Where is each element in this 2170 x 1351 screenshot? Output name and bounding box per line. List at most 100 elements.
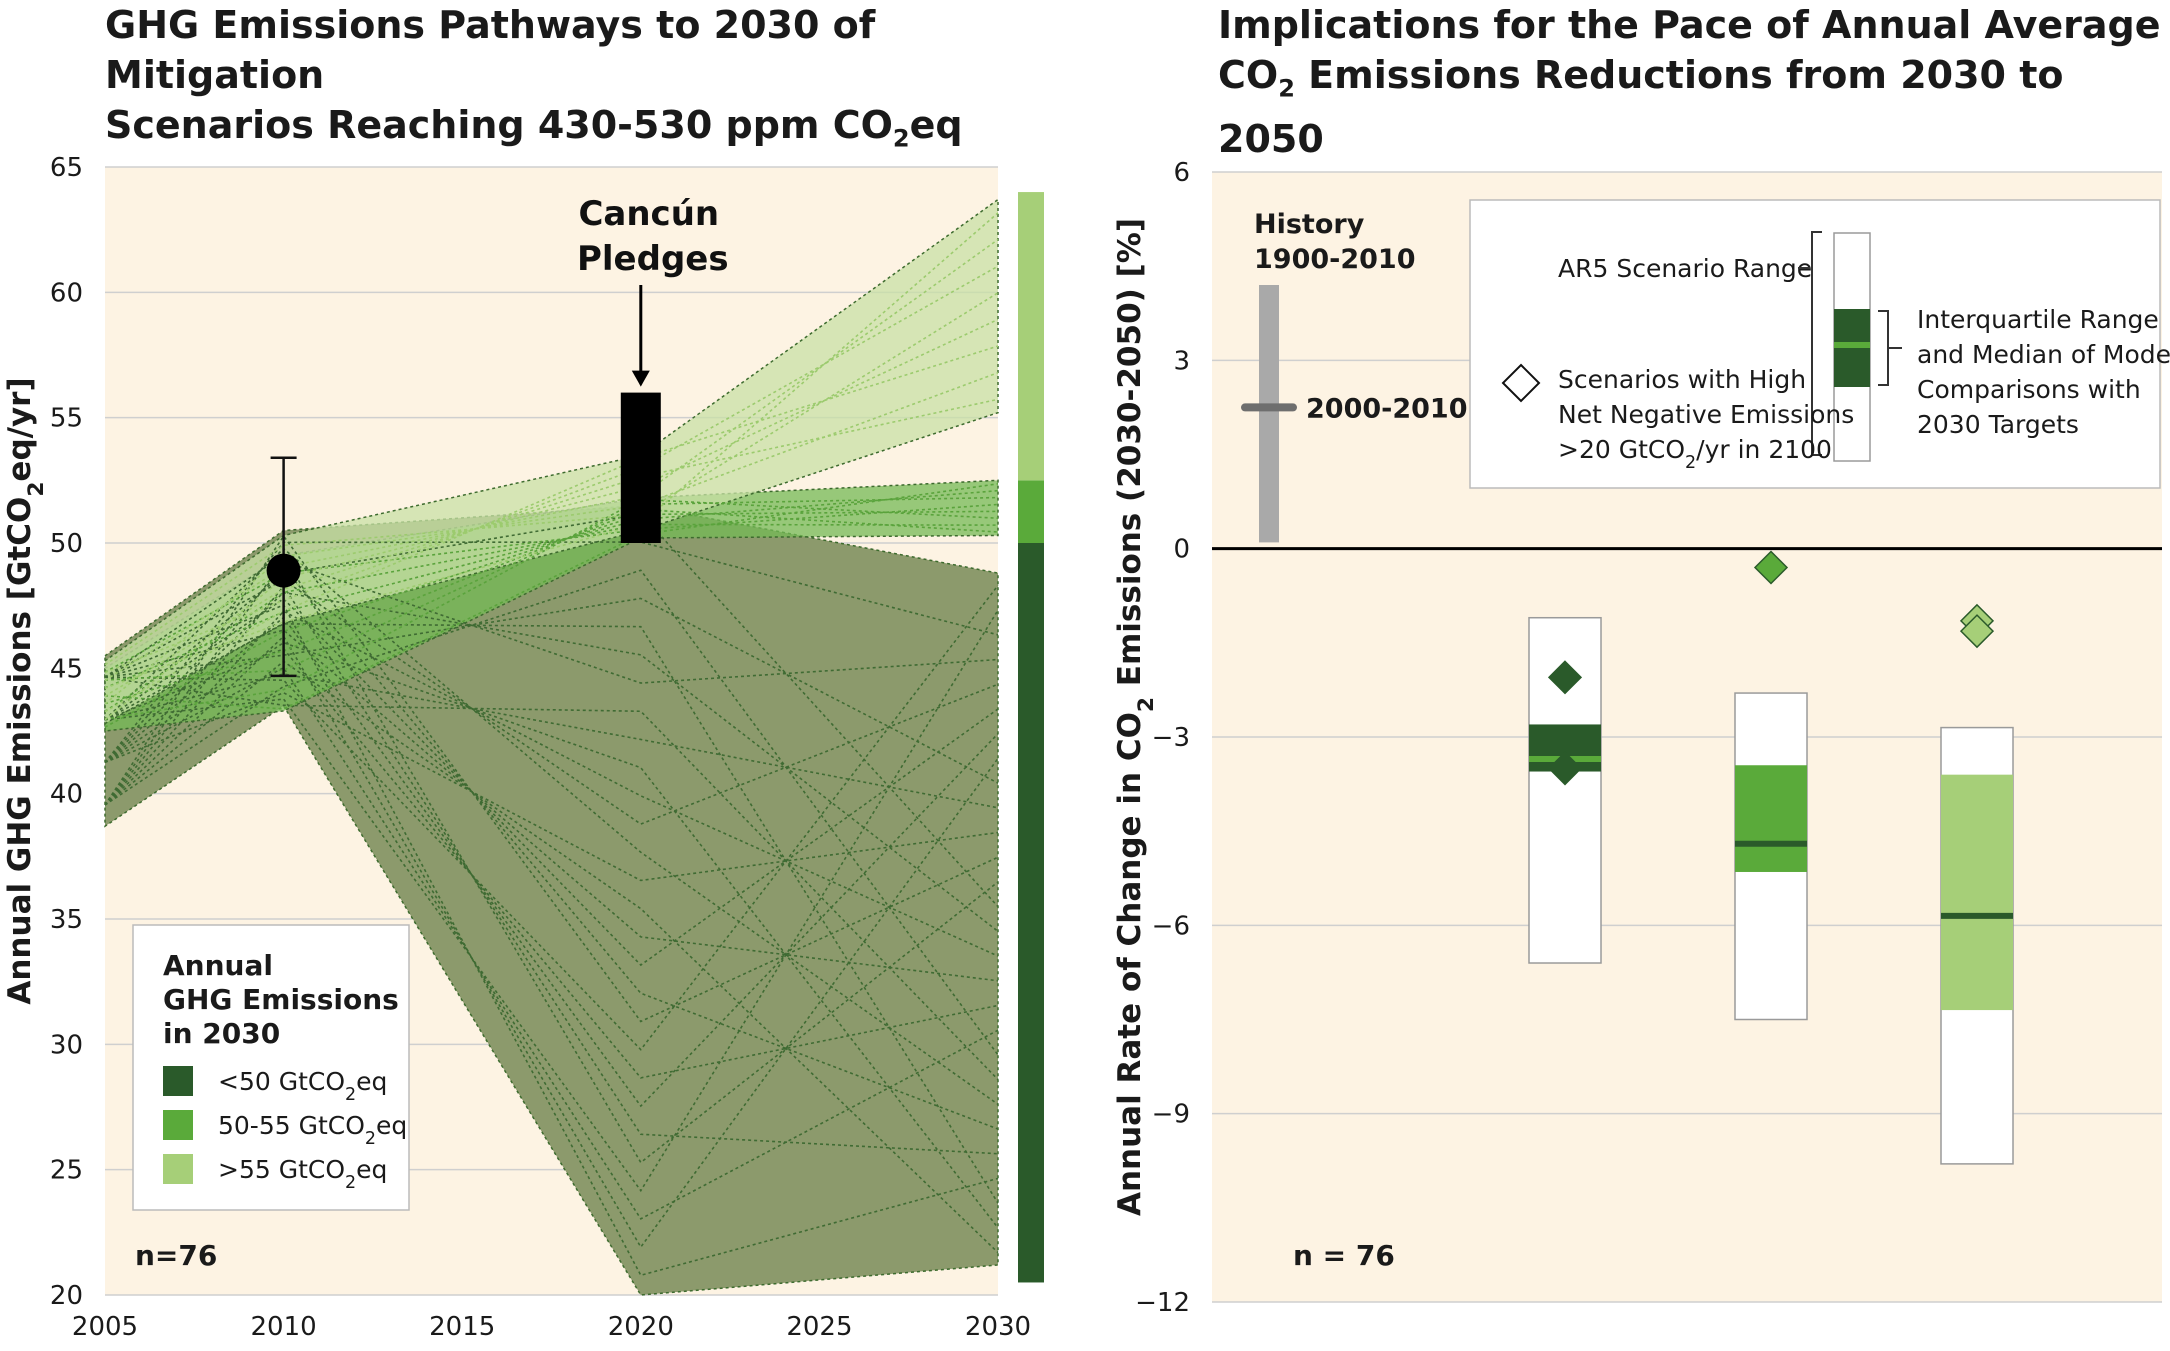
right-y-tick-label: 3: [1173, 346, 1190, 376]
left-y-tick-label: 60: [50, 278, 83, 308]
right-y-tick-label: −3: [1152, 723, 1190, 753]
net-negative-diamond: [1547, 660, 1583, 695]
side-bar-segment-2: [1018, 192, 1044, 481]
right-y-tick-label: −9: [1152, 1100, 1190, 1130]
pledges-arrow-head: [631, 370, 650, 387]
right-n-annotation: n = 76: [1293, 1239, 1395, 1272]
interquartile-box-1: [1735, 765, 1807, 872]
scenario-line: [104, 398, 999, 697]
scenario-line: [104, 673, 999, 809]
left-y-axis-label: Annual GHG Emissions [GtCO2eq/yr]: [2, 377, 49, 1004]
scenario-line: [104, 604, 999, 1277]
left-x-tick-label: 2010: [251, 1312, 317, 1342]
net-negative-diamond: [1959, 614, 1995, 649]
side-bar-segment-0: [1018, 543, 1044, 1283]
legend-label-1: 50-55 GtCO2eq: [218, 1111, 407, 1149]
right-y-tick-label: −6: [1152, 911, 1190, 941]
left-y-tick-label: 30: [50, 1030, 83, 1060]
scenario-line: [104, 569, 999, 1056]
net-negative-diamond: [1547, 751, 1583, 786]
scenario-line: [104, 489, 999, 689]
right-y-tick-label: 0: [1173, 535, 1190, 565]
scenario-line: [104, 534, 999, 1023]
scenario-line: [104, 660, 999, 1254]
right-y-tick-label: 6: [1173, 158, 1190, 188]
legend-iqr-label-line-4: 2030 Targets: [1917, 410, 2079, 439]
scenario-line: [104, 318, 999, 721]
left-x-tick-label: 2030: [965, 1312, 1031, 1342]
legend-swatch-0: [163, 1066, 193, 1096]
legend-title-line-2: GHG Emissions: [163, 983, 399, 1016]
left-y-tick-label: 40: [50, 780, 83, 810]
right-legend-box: [1469, 199, 2161, 489]
right-y-tick-label: −12: [1135, 1288, 1190, 1318]
legend-title-line-3: in 2030: [163, 1017, 280, 1050]
interquartile-box-2: [1941, 774, 2013, 1011]
scenario-line: [104, 503, 999, 673]
history-marker-label: 2000-2010: [1306, 393, 1468, 424]
legend-label-2: >55 GtCO2eq: [218, 1155, 387, 1193]
scenario-line: [104, 482, 999, 710]
legend-iqr-label-line-2: and Median of Model: [1917, 340, 2170, 369]
right-title-line-2: CO2 Emissions Reductions from 2030 to 20…: [1218, 53, 2064, 161]
legend-range-bracket: [1811, 231, 1822, 456]
scenario-line: [104, 547, 999, 1105]
left-y-tick-label: 25: [50, 1156, 83, 1186]
left-y-tick-label: 65: [50, 153, 83, 183]
left-x-tick-label: 2025: [786, 1312, 852, 1342]
scenario-line: [104, 616, 999, 1108]
scenario-line: [104, 641, 999, 1229]
scenario-line: [104, 512, 999, 908]
legend-diamond-label-line-1: Scenarios with High: [1558, 365, 1806, 394]
left-y-tick-label: 45: [50, 654, 83, 684]
left-y-tick-label: 55: [50, 404, 83, 434]
scenario-line: [104, 597, 999, 784]
left-y-tick-label: 50: [50, 529, 83, 559]
scenario-line: [104, 609, 999, 1193]
right-y-axis-label: Annual Rate of Change in CO2 Emissions (…: [1112, 218, 1159, 1216]
legend-swatch-1: [163, 1110, 193, 1140]
scenario-line: [104, 371, 999, 705]
left-y-tick-label: 20: [50, 1281, 83, 1311]
scenario-line: [104, 635, 999, 1249]
legend-swatch-2: [163, 1154, 193, 1184]
pledges-label-line-1: Cancún: [578, 194, 719, 234]
observed-2010-marker: [266, 553, 301, 588]
scenario-line: [104, 508, 999, 705]
legend-diamond-label-line-3: >20 GtCO2/yr in 2100: [1558, 435, 1832, 473]
scenario-line: [104, 691, 999, 882]
scenario-line: [104, 560, 999, 806]
legend-iqr-label-line-3: Comparisons with: [1917, 375, 2141, 404]
left-y-tick-label: 35: [50, 905, 83, 935]
left-x-tick-label: 2005: [72, 1312, 138, 1342]
scenario-line: [104, 610, 999, 957]
legend-diamond: [1501, 363, 1541, 403]
scenario-line: [104, 523, 999, 713]
scenario-line: [104, 553, 999, 1164]
legend-iqr-label-line-1: Interquartile Range: [1917, 305, 2159, 334]
right-title-line-1: Implications for the Pace of Annual Aver…: [1218, 3, 2161, 47]
left-x-tick-label: 2015: [429, 1312, 495, 1342]
scenario-line: [104, 496, 999, 681]
scenario-line: [104, 676, 999, 1081]
legend-range-label: AR5 Scenario Range: [1558, 254, 1812, 283]
history-label-line-2: 1900-2010: [1254, 244, 1416, 275]
net-negative-diamond: [1753, 550, 1789, 585]
legend-label-0: <50 GtCO2eq: [218, 1067, 387, 1105]
scenario-line: [104, 566, 999, 1130]
right-chart: −12 −9 −6 −3 0 3 6 History 1900-2010 2000-2010 AR5…: [1112, 158, 2170, 1318]
left-n-annotation: n=76: [135, 1239, 217, 1272]
legend-title-line-1: Annual: [163, 949, 273, 982]
history-bar: [1259, 285, 1279, 543]
scenario-line: [104, 591, 999, 932]
cancun-pledges-bar: [620, 392, 661, 543]
scenario-line: [104, 265, 999, 674]
scenario-line: [104, 584, 999, 1051]
legend-diamond-label-line-2: Net Negative Emissions: [1558, 400, 1854, 429]
scenario-line: [104, 510, 999, 728]
history-label-line-1: History: [1254, 209, 1365, 240]
side-bar-segment-1: [1018, 480, 1044, 543]
left-title-line-1: GHG Emissions Pathways to 2030 of Mitiga…: [105, 3, 876, 97]
